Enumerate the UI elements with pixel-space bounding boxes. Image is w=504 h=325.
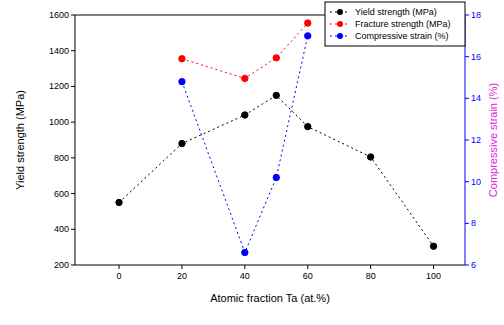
y2-tick [465,140,469,141]
y2-tick [465,56,469,57]
legend-box [325,2,465,46]
y-tick-label: 800 [54,153,69,163]
point [242,75,248,81]
x-axis [75,265,465,266]
y2-tick-label: 8 [471,218,476,228]
y-tick [71,193,75,194]
y-tick [71,157,75,158]
plot-marks [116,20,437,256]
point [179,140,185,146]
y-tick [71,265,75,266]
point [179,78,185,84]
y2-axis-title: Compressive strain (%) [487,83,499,197]
chart: 0 20 40 60 80 100 200 400 600 800 1000 1200 1400 1600… [0,0,504,325]
y2-tick-label: 14 [471,93,481,103]
y2-tick [465,181,469,182]
x-tick-label: 0 [117,271,122,281]
legend-marker [337,21,343,27]
y2-tick [465,15,469,16]
y2-tick-label: 16 [471,52,481,62]
legend-marker [337,33,343,39]
point [367,154,373,160]
y2-tick-label: 18 [471,10,481,20]
point [305,20,311,26]
y2-tick [465,265,469,266]
x-axis-title: Atomic fraction Ta (at.%) [210,292,330,304]
y-tick [71,15,75,16]
x-tick-label: 100 [426,271,441,281]
x-tick-label: 60 [303,271,313,281]
y2-tick [465,98,469,99]
y-axis [75,15,76,265]
x-tick [244,265,245,269]
y-tick [71,86,75,87]
y-tick-label: 1400 [49,46,69,56]
y2-tick-label: 12 [471,135,481,145]
x-tick [181,265,182,269]
legend-label: Compressive strain (%) [355,31,449,41]
y-tick [71,229,75,230]
x-tick [433,265,434,269]
y-tick-label: 200 [54,260,69,270]
y2-tick [465,223,469,224]
y2-tick-label: 10 [471,177,481,187]
y-tick-label: 400 [54,224,69,234]
point [242,112,248,118]
x-tick-label: 20 [177,271,187,281]
x-tick [370,265,371,269]
series-line [182,36,308,253]
point [273,174,279,180]
point [305,33,311,39]
x-tick-label: 40 [240,271,250,281]
x-tick [119,265,120,269]
y-tick-label: 600 [54,189,69,199]
y-tick-label: 1200 [49,81,69,91]
legend-label: Yield strength (MPa) [355,7,437,17]
y-axis-title: Yield strength (MPa) [14,90,26,190]
point [242,249,248,255]
legend-label: Fracture strength (MPa) [355,19,451,29]
x-tick [307,265,308,269]
y2-tick-label: 6 [471,260,476,270]
point [305,123,311,129]
y-tick [71,50,75,51]
series-line [119,95,434,246]
y-tick-label: 1000 [49,117,69,127]
legend-marker [337,9,343,15]
y-tick-label: 1600 [49,10,69,20]
point [179,56,185,62]
legend: Yield strength (MPa) Fracture strength (M… [325,2,465,46]
y-tick [71,122,75,123]
series-line [182,23,308,78]
x-tick-label: 80 [366,271,376,281]
point [273,55,279,61]
point [273,92,279,98]
point [430,243,436,249]
point [116,199,122,205]
